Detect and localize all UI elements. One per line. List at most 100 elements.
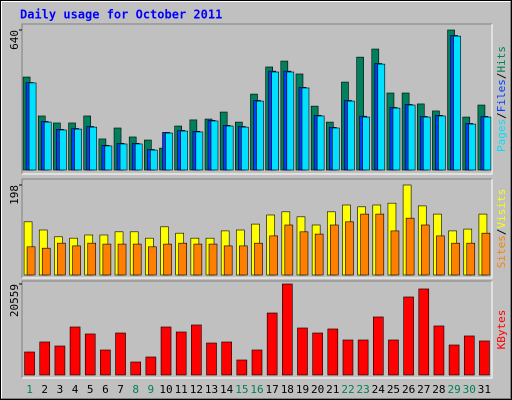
x-tick-label: 25 [387,383,400,396]
x-tick-label: 3 [57,383,64,396]
bar [239,245,248,276]
bar [299,231,309,276]
x-tick-label: 26 [402,383,415,396]
bar [102,243,112,276]
x-tick-label: 17 [266,383,279,396]
bar [316,115,325,171]
legend-entry: KBytes [495,310,508,350]
bar [256,100,264,171]
bar [150,149,158,171]
bar [403,296,414,376]
x-tick-label: 15 [235,383,248,396]
plot-bevel [21,23,492,174]
bar [145,356,157,376]
bar [327,328,339,376]
legend-separator: / [495,229,508,236]
legend-entry: Sites [495,235,508,268]
bar [160,326,172,376]
bar [479,340,490,376]
bar [54,345,66,376]
x-tick-label: 14 [220,383,234,396]
x-tick-label: 27 [417,383,430,396]
bar [377,63,386,171]
chart-title: Daily usage for October 2011 [20,8,222,22]
bar [266,312,278,376]
bar [345,221,354,276]
bar [165,132,173,171]
x-tick-label: 11 [175,383,188,396]
bar [466,242,476,276]
bar [347,100,355,171]
bar [284,224,294,276]
legend-separator: / [495,73,508,80]
bar [115,332,126,376]
plot-bevel [22,24,493,175]
bar [269,235,278,276]
bar [392,107,401,171]
bar [388,339,399,376]
bar [119,143,128,171]
bar [28,82,37,171]
x-tick-label: 23 [357,383,370,396]
bar [180,130,188,171]
bar [43,121,52,171]
legend-entry: Hits [495,46,508,73]
bar [405,217,415,276]
bar [221,341,232,376]
bar [463,335,475,376]
bar [72,245,81,276]
x-tick-label: 6 [102,383,109,396]
bar [330,224,339,276]
legend: Sites/Visits [495,189,508,269]
bar [206,342,217,376]
legend-separator: / [495,112,508,119]
bar [208,243,218,276]
x-tick-label: 7 [117,383,124,396]
bar [104,145,113,171]
bar [312,332,323,376]
x-tick-label: 20 [311,383,324,396]
y-tick-label: 20559 [8,284,21,317]
x-tick-label: 28 [432,383,445,396]
bar [74,128,82,171]
bar [251,349,263,376]
bar [314,233,324,276]
bar [468,123,477,171]
bar [163,243,172,276]
bar [481,232,491,276]
bar [84,333,96,376]
bar [342,339,354,376]
bar [69,326,81,376]
x-tick-label: 30 [463,383,476,396]
bar [390,230,400,276]
bar [286,71,295,171]
bar [453,35,461,171]
bar [210,120,219,171]
legend-entry: Pages [495,119,508,152]
x-tick-label: 16 [250,383,263,396]
y-tick-label: 198 [8,185,21,205]
bar [132,243,142,276]
bar [438,115,446,171]
bar [175,331,187,376]
x-tick-label: 5 [87,383,94,396]
bar [89,126,98,171]
bar [195,131,204,171]
bar [225,125,234,171]
bar [357,339,369,376]
bar [483,116,492,171]
bar [418,288,430,376]
bar [134,143,143,171]
bar [332,127,340,171]
bar [59,129,67,171]
bar [193,243,203,276]
bar [57,242,66,276]
legend-entry: Files [495,79,508,112]
plot-bevel [21,280,492,378]
bar [130,361,142,376]
plot-bevel [22,179,493,279]
bar [451,242,460,276]
